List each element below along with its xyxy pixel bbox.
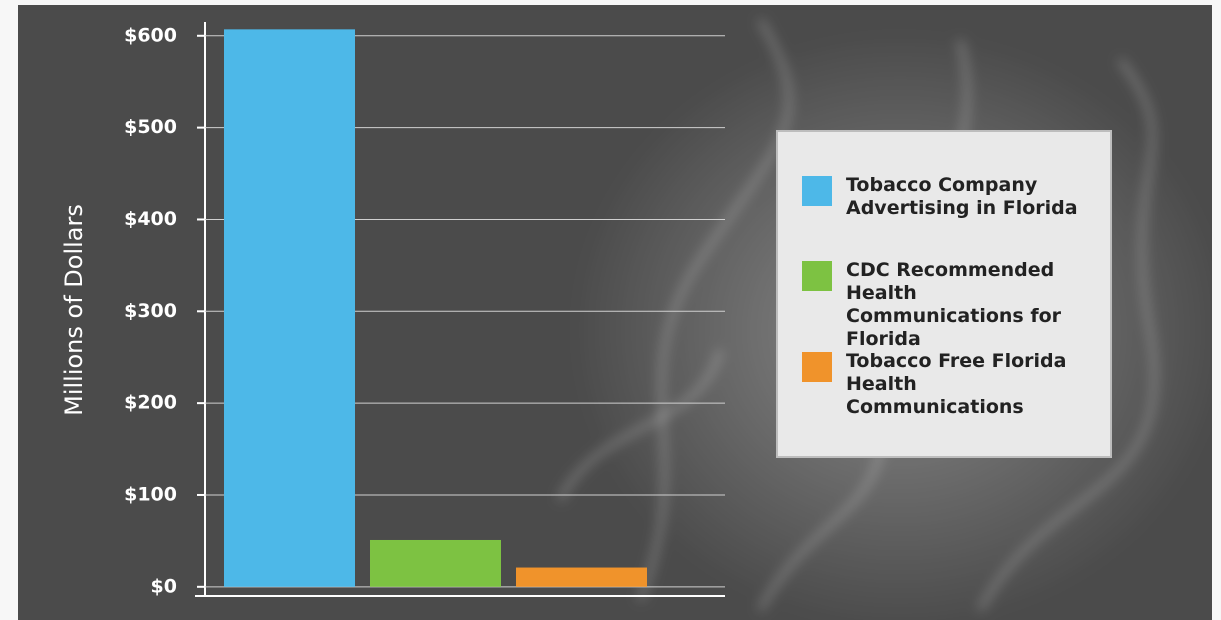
legend: Tobacco Company Advertising in Florida CD… bbox=[776, 130, 1112, 458]
legend-swatch bbox=[802, 352, 832, 382]
legend-entry: Tobacco Free Florida Health Communicatio… bbox=[802, 350, 1096, 419]
legend-label: Tobacco Company Advertising in Florida bbox=[846, 174, 1096, 220]
y-tick-label: $400 bbox=[124, 208, 177, 230]
bar bbox=[370, 540, 501, 587]
y-tick-label: $600 bbox=[124, 24, 177, 46]
y-axis-label: Millions of Dollars bbox=[60, 204, 88, 416]
y-tick-label: $200 bbox=[124, 392, 177, 414]
legend-entry: Tobacco Company Advertising in Florida bbox=[802, 174, 1096, 220]
page: Millions of Dollars $0 $100 $200 $300 $400 $5… bbox=[0, 0, 1221, 620]
legend-label: Tobacco Free Florida Health Communicatio… bbox=[846, 350, 1096, 419]
y-tick-label: $0 bbox=[151, 575, 177, 597]
y-tick-label: $500 bbox=[124, 116, 177, 138]
legend-swatch bbox=[802, 261, 832, 291]
legend-label: CDC Recommended Health Communications fo… bbox=[846, 259, 1096, 351]
bar bbox=[516, 568, 647, 587]
legend-entry: CDC Recommended Health Communications fo… bbox=[802, 259, 1096, 351]
y-tick-label: $100 bbox=[124, 483, 177, 505]
legend-swatch bbox=[802, 176, 832, 206]
bar bbox=[224, 29, 355, 586]
y-tick-label: $300 bbox=[124, 300, 177, 322]
